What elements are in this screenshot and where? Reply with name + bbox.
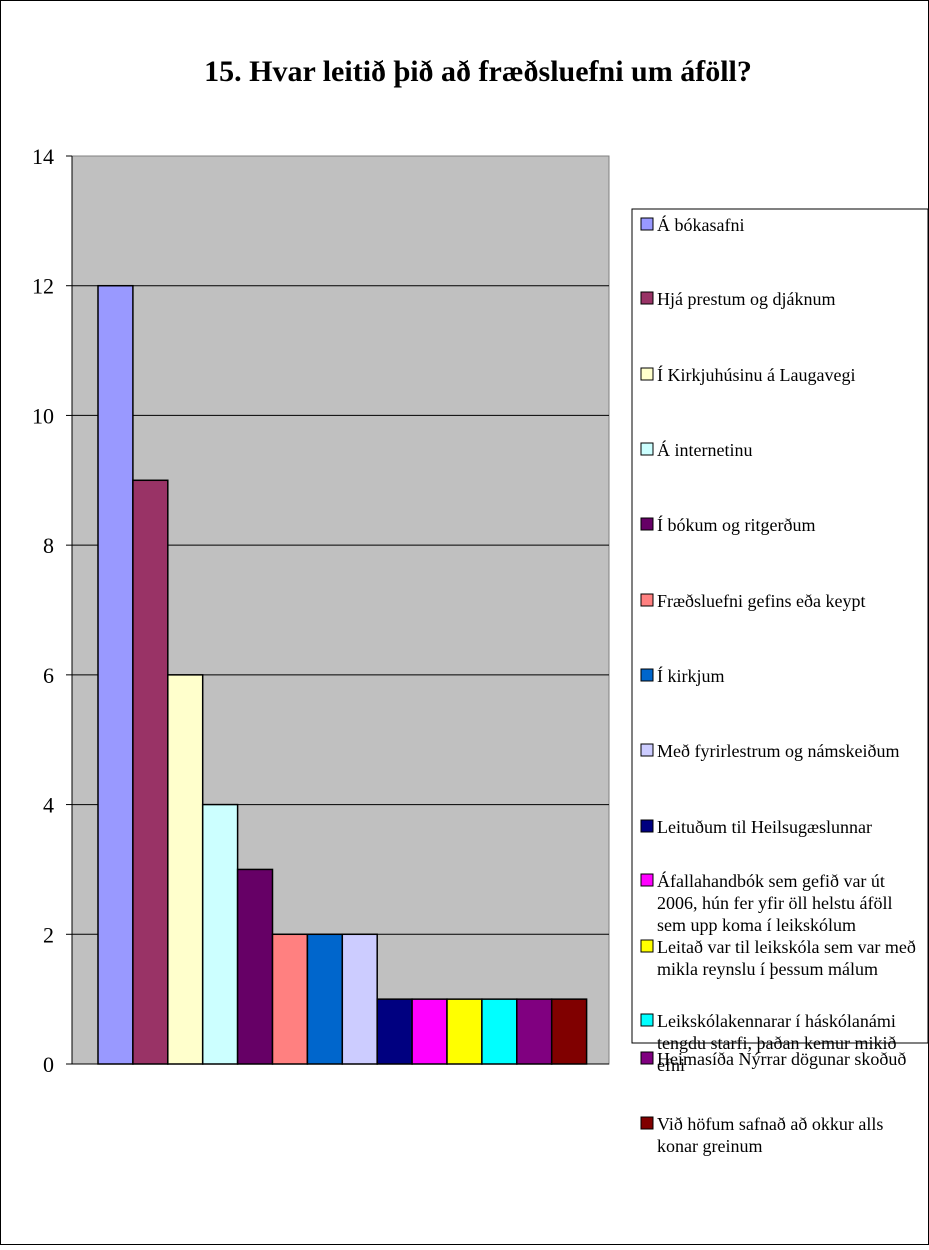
y-tick-label: 6 xyxy=(43,663,54,688)
legend-swatch-8 xyxy=(640,743,654,757)
legend-label-2: Hjá prestum og djáknum xyxy=(657,289,835,309)
legend-label-10: Áfallahandbók sem gefið var út 2006, hún … xyxy=(657,870,892,935)
legend-swatch-10 xyxy=(640,873,654,887)
bar-13 xyxy=(516,998,553,1065)
legend-swatch-11 xyxy=(640,939,654,953)
legend-label-5: Í bókum og ritgerðum xyxy=(657,514,815,535)
y-tick-label: 12 xyxy=(32,274,54,299)
legend-swatch-1 xyxy=(640,217,654,231)
legend-label-6: Fræðsluefni gefins eða keypt xyxy=(657,591,865,611)
legend-swatch-13 xyxy=(640,1051,654,1065)
legend-swatch-9 xyxy=(640,819,654,833)
legend-label-14: Við höfum safnað að okkur alls konar grei… xyxy=(657,1114,883,1156)
legend-box xyxy=(631,208,929,1044)
bar-5 xyxy=(236,868,274,1065)
bar-10 xyxy=(411,998,448,1065)
legend-swatch-2 xyxy=(640,291,654,305)
y-tick-label: 0 xyxy=(43,1052,54,1077)
bar-4 xyxy=(201,803,239,1065)
plot-area: 0 2 4 6 8 10 12 14 xyxy=(32,144,610,1077)
legend-swatch-3 xyxy=(640,367,654,381)
legend-label-9: Leituðum til Heilsugæslunnar xyxy=(657,817,872,837)
legend-swatch-4 xyxy=(640,442,654,456)
bar-2 xyxy=(132,479,169,1065)
legend-swatch-7 xyxy=(640,668,654,682)
bar-12 xyxy=(481,998,518,1065)
legend-label-3: Í Kirkjuhúsinu á Laugavegi xyxy=(657,364,855,385)
legend-label-11: Leitað var til leikskóla sem var með mikl… xyxy=(657,937,916,979)
y-tick-label: 8 xyxy=(43,533,54,558)
bar-6 xyxy=(271,933,309,1065)
legend-label-1: Á bókasafni xyxy=(657,214,744,235)
bar-7 xyxy=(306,933,344,1065)
y-tick-label: 10 xyxy=(32,403,54,428)
legend-label-7: Í kirkjum xyxy=(657,665,725,686)
legend-label-4: Á internetinu xyxy=(657,439,752,460)
y-tick-label: 14 xyxy=(32,144,54,169)
legend: Á bókasafni Hjá prestum og djáknum Í Kirkj… xyxy=(631,208,929,1156)
bar-9 xyxy=(376,998,413,1065)
bar-11 xyxy=(446,998,483,1065)
chart-title: 15. Hvar leitið þið að fræðsluefni um áf… xyxy=(204,55,752,88)
y-tick-label: 4 xyxy=(43,793,54,818)
legend-swatch-5 xyxy=(640,517,654,531)
bar-14 xyxy=(550,998,588,1065)
bar-3 xyxy=(167,674,204,1065)
bar-1 xyxy=(97,284,134,1065)
legend-swatch-6 xyxy=(640,593,654,607)
legend-label-8: Með fyrirlestrum og námskeiðum xyxy=(657,741,899,761)
legend-label-13: Heimasíða Nýrrar dögunar skoðuð xyxy=(657,1049,906,1069)
legend-label-12: Leikskólakennarar í háskólanámi tengdu st… xyxy=(657,1011,896,1075)
legend-swatch-14 xyxy=(640,1116,654,1130)
y-tick-label: 2 xyxy=(43,922,54,947)
bar-8 xyxy=(341,933,378,1065)
legend-swatch-12 xyxy=(640,1013,654,1027)
